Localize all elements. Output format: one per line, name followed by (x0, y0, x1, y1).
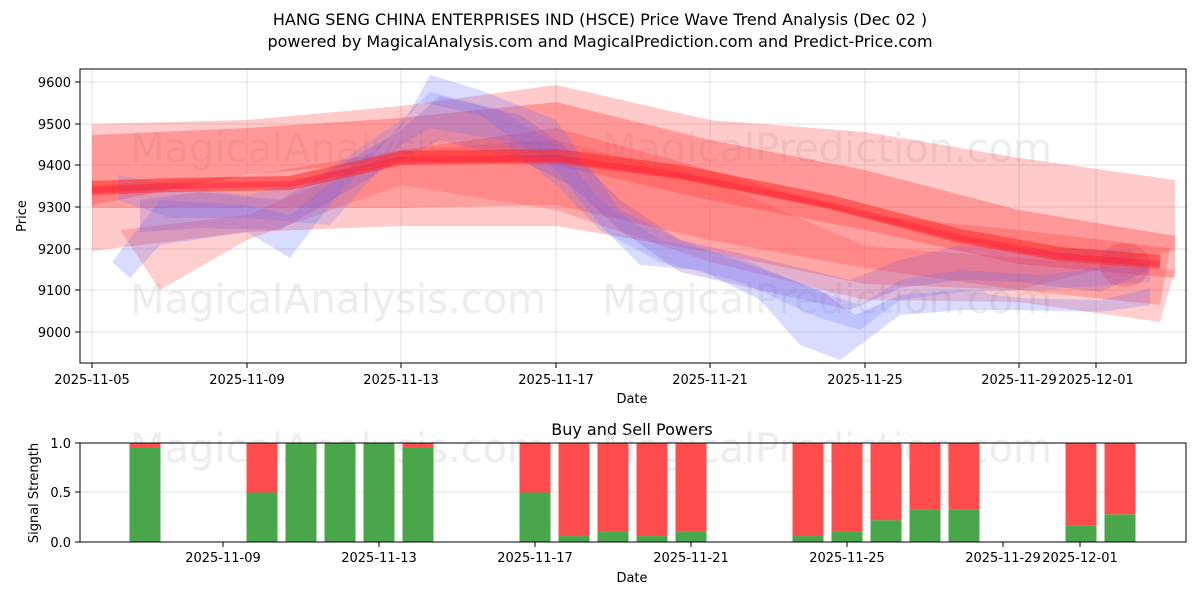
price-wave-chart: MagicalAnalysis.com MagicalPrediction.co… (15, 68, 1187, 407)
red-band-upper (92, 102, 1175, 278)
chart-subtitle: powered by MagicalAnalysis.com and Magic… (267, 32, 933, 51)
buy-bar (1065, 525, 1097, 542)
signal-x-tick-2025-11-25: 2025-11-25 (809, 551, 885, 566)
y-tick-9500: 9500 (38, 118, 71, 133)
buy-bar (246, 492, 278, 542)
sell-bar (831, 443, 863, 532)
signal-x-tick-2025-11-29: 2025-11-29 (965, 551, 1041, 566)
y-tick-9400: 9400 (38, 159, 71, 174)
sell-bar (675, 443, 707, 532)
price-plot-frame (79, 68, 1187, 364)
signal-x-tick-2025-11-17: 2025-11-17 (497, 551, 573, 566)
signal-x-tick-2025-11-09: 2025-11-09 (185, 551, 261, 566)
x-tick-2025-11-13: 2025-11-13 (363, 373, 439, 388)
sell-bar (909, 443, 941, 510)
signal-y-tick-0.5: 0.5 (50, 486, 71, 501)
x-tick-2025-11-29: 2025-11-29 (981, 373, 1057, 388)
red-trend-core (91, 154, 1161, 267)
signal-y-tick-0.0: 0.0 (50, 536, 71, 551)
buy-bar (831, 531, 863, 542)
y-tick-9600: 9600 (38, 76, 71, 91)
signal-y-axis (75, 442, 80, 543)
watermark-analysis-bottom: MagicalAnalysis.com (130, 277, 546, 323)
buy-bar (636, 536, 668, 542)
sell-bar (1104, 443, 1136, 515)
blue-band-3 (140, 96, 1150, 310)
x-tick-2025-11-17: 2025-11-17 (518, 373, 594, 388)
price-y-label: Price (15, 200, 30, 232)
x-tick-2025-11-05: 2025-11-05 (54, 373, 130, 388)
x-tick-2025-12-01: 2025-12-01 (1058, 373, 1134, 388)
sell-bar (246, 443, 278, 493)
blue-band-1 (112, 75, 1150, 360)
buy-sell-chart: Buy and Sell Powers MagicalAnalysis.com … (27, 420, 1187, 586)
buy-bar (792, 536, 824, 542)
signal-x-tick-2025-11-13: 2025-11-13 (341, 551, 417, 566)
y-tick-9000: 9000 (38, 326, 71, 341)
price-x-axis (91, 363, 1097, 368)
sell-bar (129, 443, 161, 448)
buy-bar (1104, 514, 1136, 542)
signal-x-tick-2025-12-01: 2025-12-01 (1042, 551, 1118, 566)
buy-bar (909, 509, 941, 542)
signal-x-label: Date (616, 571, 647, 586)
buy-bar (675, 531, 707, 542)
buy-bar (285, 443, 317, 542)
red-band-lower (120, 140, 1175, 322)
signal-y-label: Signal Strength (27, 443, 42, 543)
watermark-prediction-lower: MagicalPrediction.com (602, 426, 1052, 472)
watermark-prediction-top: MagicalPrediction.com (602, 126, 1052, 172)
x-tick-2025-11-21: 2025-11-21 (672, 373, 748, 388)
sell-bar (792, 443, 824, 537)
signal-bars (129, 443, 1136, 542)
cluster-right (1100, 243, 1150, 287)
signal-x-tick-2025-11-21: 2025-11-21 (653, 551, 729, 566)
red-trend-line (91, 148, 1161, 269)
signal-y-tick-1.0: 1.0 (50, 437, 71, 452)
price-grid (80, 69, 1186, 363)
buy-bar (870, 520, 902, 542)
x-tick-2025-11-09: 2025-11-09 (209, 373, 285, 388)
sell-bar (870, 443, 902, 521)
chart-title: HANG SENG CHINA ENTERPRISES IND (HSCE) P… (272, 10, 928, 29)
sell-bar (597, 443, 629, 532)
sell-bar (402, 443, 434, 448)
sell-bar (519, 443, 551, 493)
buy-bar (948, 509, 980, 542)
buy-bar (129, 447, 161, 542)
wave-bands (91, 75, 1175, 360)
y-tick-9100: 9100 (38, 284, 71, 299)
blue-band-2 (118, 92, 1150, 330)
buy-bar (519, 492, 551, 542)
y-tick-9200: 9200 (38, 243, 71, 258)
buy-sell-title: Buy and Sell Powers (551, 420, 713, 439)
buy-bar (558, 536, 590, 542)
sell-bar (948, 443, 980, 510)
sell-bar (636, 443, 668, 537)
watermark-analysis-top: MagicalAnalysis.com (130, 126, 546, 172)
buy-bar (597, 531, 629, 542)
red-band-wide (92, 85, 1175, 290)
price-y-axis (75, 81, 80, 333)
buy-bar (324, 443, 356, 542)
sell-bar (558, 443, 590, 537)
buy-bar (402, 447, 434, 542)
watermark-prediction-bottom: MagicalPrediction.com (602, 277, 1052, 323)
x-tick-2025-11-25: 2025-11-25 (827, 373, 903, 388)
sell-bar (1065, 443, 1097, 526)
y-tick-9300: 9300 (38, 201, 71, 216)
signal-x-axis (222, 542, 1081, 547)
buy-bar (363, 443, 395, 542)
price-x-label: Date (616, 392, 647, 407)
